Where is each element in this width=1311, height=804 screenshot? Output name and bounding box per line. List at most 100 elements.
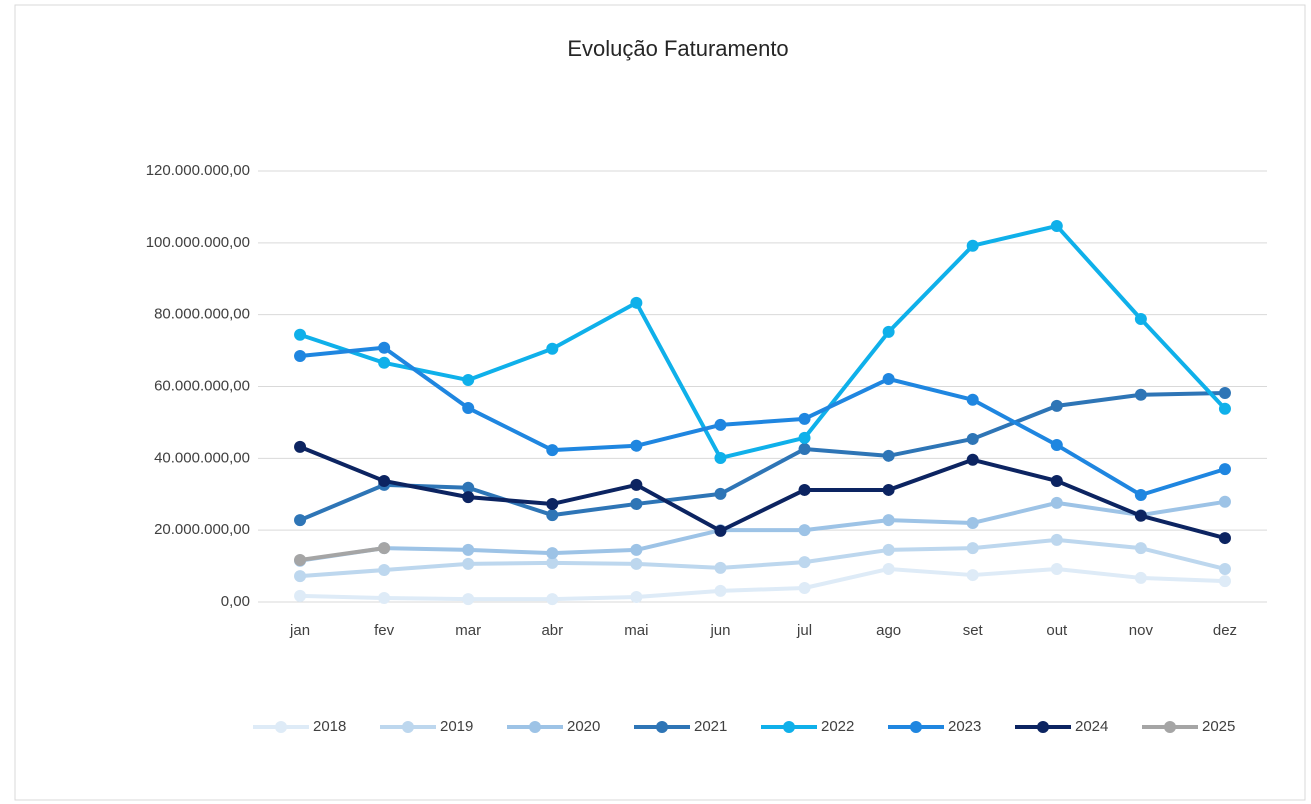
x-tick-label: dez: [1213, 622, 1237, 639]
data-point: [1218, 463, 1231, 476]
legend-marker: [1037, 721, 1049, 733]
data-point: [462, 374, 475, 387]
y-tick-label: 80.000.000,00: [154, 306, 250, 323]
series-line: [299, 546, 385, 562]
data-point: [882, 543, 895, 556]
data-point: [378, 356, 391, 369]
data-point: [294, 570, 307, 583]
data-point: [966, 569, 979, 582]
legend-label: 2020: [567, 718, 600, 735]
x-tick-label: out: [1046, 622, 1068, 639]
data-point: [966, 432, 979, 445]
data-point: [630, 590, 643, 603]
x-tick-label: abr: [541, 622, 563, 639]
x-tick-label: ago: [876, 622, 901, 639]
data-point: [546, 509, 559, 522]
data-point: [882, 449, 895, 462]
legend-marker: [1164, 721, 1176, 733]
legend-label: 2019: [440, 718, 473, 735]
series-line: [299, 345, 1226, 497]
y-tick-label: 120.000.000,00: [146, 162, 250, 179]
y-tick-label: 60.000.000,00: [154, 377, 250, 394]
data-point: [630, 296, 643, 309]
data-point: [882, 372, 895, 385]
data-point: [966, 542, 979, 555]
data-point: [798, 524, 811, 537]
data-point: [546, 593, 559, 606]
data-point: [798, 431, 811, 444]
data-point: [630, 439, 643, 452]
data-point: [714, 418, 727, 431]
series-line: [299, 390, 1226, 522]
data-point: [294, 589, 307, 602]
data-point: [546, 444, 559, 457]
x-tick-label: nov: [1129, 622, 1154, 639]
series-line: [299, 566, 1226, 602]
legend-label: 2025: [1202, 718, 1235, 735]
data-point: [378, 564, 391, 577]
data-point: [546, 497, 559, 510]
data-point: [1218, 495, 1231, 508]
data-point: [714, 524, 727, 537]
legend-label: 2024: [1075, 718, 1108, 735]
y-tick-label: 40.000.000,00: [154, 449, 250, 466]
series-line: [299, 444, 1226, 541]
data-point: [1218, 402, 1231, 415]
data-point: [378, 474, 391, 487]
data-point: [378, 341, 391, 354]
data-point: [462, 543, 475, 556]
legend-label: 2021: [694, 718, 727, 735]
data-point: [1050, 474, 1063, 487]
data-point: [294, 553, 307, 566]
data-point: [630, 557, 643, 570]
data-point: [462, 593, 475, 606]
data-point: [1050, 439, 1063, 452]
data-point: [798, 581, 811, 594]
data-point: [1134, 388, 1147, 401]
data-point: [294, 514, 307, 527]
data-point: [1050, 219, 1063, 232]
data-point: [294, 328, 307, 341]
chart-title: Evolução Faturamento: [567, 36, 788, 61]
data-point: [462, 481, 475, 494]
data-point: [1050, 496, 1063, 509]
legend-label: 2023: [948, 718, 981, 735]
data-point: [462, 402, 475, 415]
legend-marker: [910, 721, 922, 733]
data-point: [546, 342, 559, 355]
data-point: [714, 584, 727, 597]
data-point: [882, 514, 895, 527]
x-tick-label: set: [963, 622, 984, 639]
x-tick-label: jul: [796, 622, 812, 639]
data-point: [798, 483, 811, 496]
data-point: [1218, 532, 1231, 545]
data-point: [798, 556, 811, 569]
data-point: [378, 542, 391, 555]
data-point: [882, 325, 895, 338]
data-point: [1050, 562, 1063, 575]
data-point: [714, 451, 727, 464]
data-point: [882, 562, 895, 575]
legend-marker: [275, 721, 287, 733]
data-point: [966, 453, 979, 466]
legend-marker: [783, 721, 795, 733]
data-point: [630, 543, 643, 556]
data-point: [294, 349, 307, 362]
legend-marker: [402, 721, 414, 733]
data-point: [798, 412, 811, 425]
data-point: [1050, 399, 1063, 412]
data-point: [378, 592, 391, 605]
data-point: [462, 557, 475, 570]
chart-frame: [14, 4, 1306, 801]
data-point: [1218, 575, 1231, 588]
data-point: [714, 487, 727, 500]
y-tick-label: 0,00: [221, 593, 250, 610]
data-point: [630, 497, 643, 510]
data-point: [546, 556, 559, 569]
data-point: [966, 393, 979, 406]
series-line: [299, 499, 1226, 563]
data-point: [966, 239, 979, 252]
y-tick-label: 20.000.000,00: [154, 521, 250, 538]
data-point: [966, 516, 979, 529]
